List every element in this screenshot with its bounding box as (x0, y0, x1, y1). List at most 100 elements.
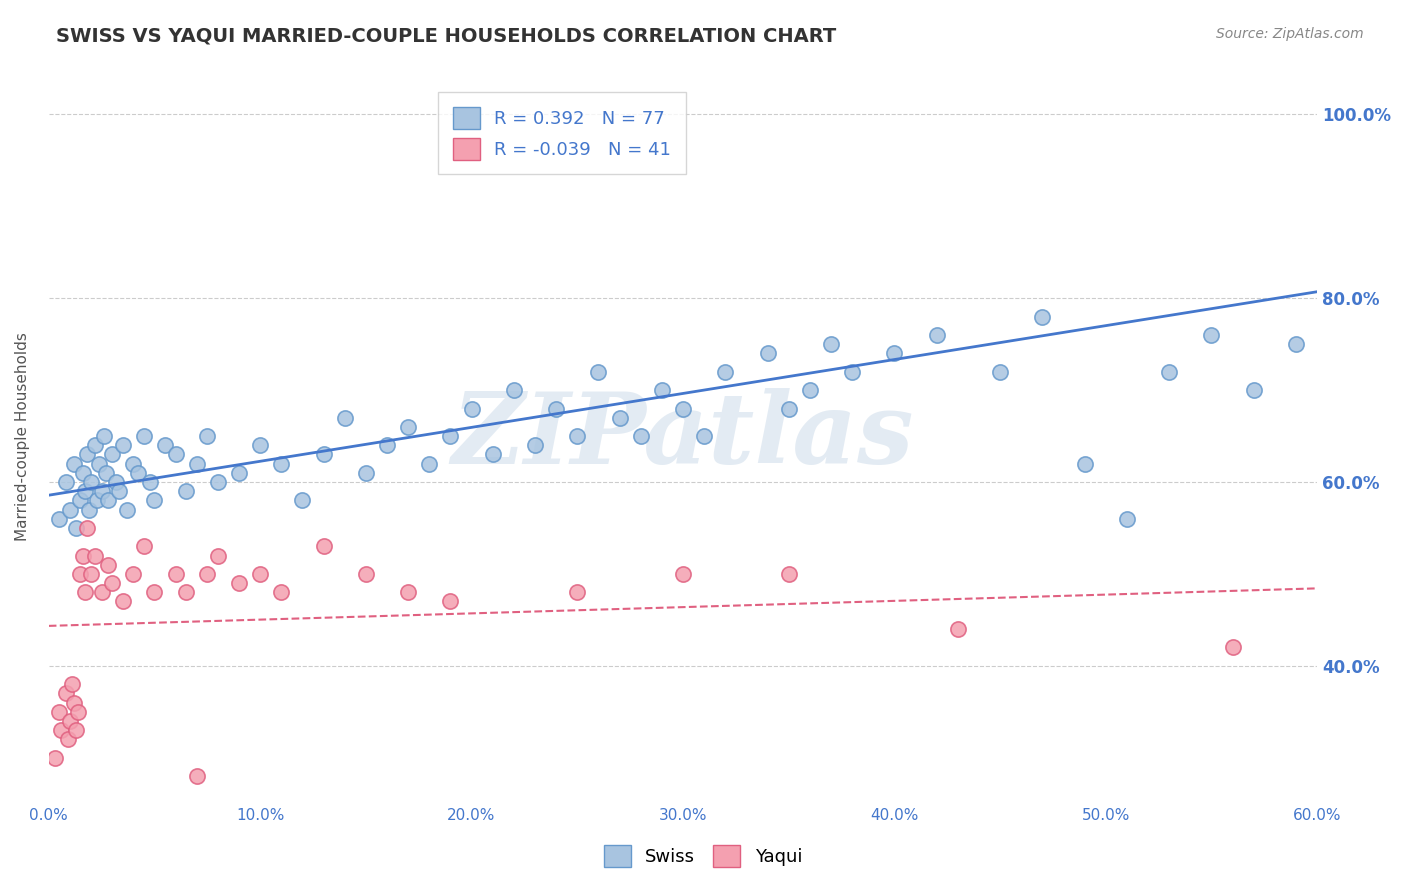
Point (105, 475, 128, 489)
Point (132, 429, 155, 443)
Point (67, 705, 90, 719)
Point (101, 576, 124, 591)
Point (76, 447, 98, 461)
Point (143, 585, 166, 599)
Point (1115, 512, 1137, 526)
Point (333, 410, 356, 425)
Point (65, 521, 87, 535)
Point (111, 438, 134, 452)
Point (481, 447, 503, 461)
Point (77, 502, 100, 516)
Point (139, 475, 162, 489)
Point (820, 337, 842, 351)
Text: SWISS VS YAQUI MARRIED-COUPLE HOUSEHOLDS CORRELATION CHART: SWISS VS YAQUI MARRIED-COUPLE HOUSEHOLDS… (56, 27, 837, 45)
Point (883, 346, 905, 360)
Point (1031, 310, 1053, 324)
Point (84, 438, 107, 452)
Point (94, 466, 117, 480)
Point (122, 566, 145, 581)
Y-axis label: Married-couple Households: Married-couple Households (15, 332, 30, 541)
Point (460, 401, 482, 416)
Point (93, 429, 115, 443)
Point (354, 466, 377, 480)
Point (90, 484, 112, 499)
Point (228, 576, 250, 591)
Point (756, 346, 779, 360)
Point (63, 696, 86, 710)
Point (97, 558, 120, 572)
Point (207, 475, 229, 489)
Point (630, 429, 652, 443)
Point (63, 457, 86, 471)
Point (439, 429, 461, 443)
Point (778, 401, 800, 416)
Point (672, 566, 695, 581)
Point (418, 457, 440, 471)
Point (111, 594, 134, 608)
Point (86, 493, 108, 508)
Point (122, 457, 145, 471)
Point (89, 457, 111, 471)
Point (609, 410, 631, 425)
Point (80, 566, 103, 581)
Point (115, 502, 138, 516)
Point (107, 484, 129, 499)
Point (48, 705, 70, 719)
Point (73, 484, 96, 499)
Point (132, 539, 155, 553)
Point (312, 447, 335, 461)
Point (799, 383, 821, 397)
Point (143, 493, 166, 508)
Point (174, 484, 197, 499)
Point (1285, 337, 1308, 351)
Text: ZIPatlas: ZIPatlas (451, 388, 914, 484)
Point (1391, 107, 1406, 121)
Point (291, 493, 314, 508)
Point (567, 585, 589, 599)
Point (841, 365, 863, 379)
Point (73, 585, 96, 599)
Point (588, 365, 610, 379)
Point (55, 686, 77, 700)
Point (76, 521, 98, 535)
Point (55, 475, 77, 489)
Point (1222, 640, 1244, 655)
Point (51, 723, 73, 738)
Point (567, 429, 589, 443)
Point (165, 566, 187, 581)
Point (988, 365, 1011, 379)
Point (69, 566, 91, 581)
Point (249, 438, 271, 452)
Point (90, 585, 112, 599)
Point (778, 566, 800, 581)
Point (714, 365, 737, 379)
Point (502, 383, 524, 397)
Point (186, 457, 208, 471)
Point (153, 438, 176, 452)
Point (127, 466, 149, 480)
Point (48, 512, 70, 526)
Point (59, 714, 82, 728)
Legend: Swiss, Yaqui: Swiss, Yaqui (596, 838, 810, 874)
Legend: R = 0.392   N = 77, R = -0.039   N = 41: R = 0.392 N = 77, R = -0.039 N = 41 (439, 92, 686, 174)
Point (165, 447, 187, 461)
Point (195, 429, 218, 443)
Point (925, 328, 948, 343)
Point (207, 549, 229, 563)
Point (1243, 383, 1265, 397)
Point (101, 447, 124, 461)
Point (693, 429, 716, 443)
Text: Source: ZipAtlas.com: Source: ZipAtlas.com (1216, 27, 1364, 41)
Point (375, 438, 398, 452)
Point (546, 401, 568, 416)
Point (354, 566, 377, 581)
Point (1159, 365, 1181, 379)
Point (174, 585, 197, 599)
Point (1073, 457, 1095, 471)
Point (228, 466, 250, 480)
Point (312, 539, 335, 553)
Point (186, 769, 208, 783)
Point (523, 438, 546, 452)
Point (80, 475, 103, 489)
Point (69, 493, 91, 508)
